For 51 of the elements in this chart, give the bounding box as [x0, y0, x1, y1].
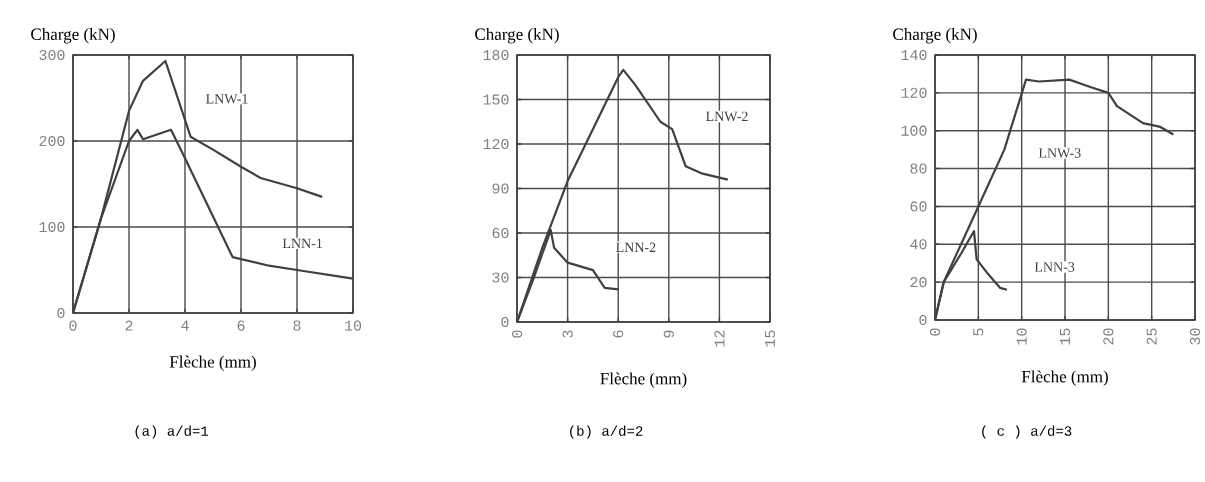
x-axis-title: Flèche (mm) [600, 372, 687, 388]
x-tick-label: 8 [293, 320, 301, 331]
y-tick-label: 60 [492, 227, 509, 239]
y-tick-label: 30 [492, 272, 509, 283]
x-tick-label: 4 [181, 320, 189, 331]
y-axis-title: Charge (kN) [893, 28, 977, 44]
text: LNN-3 [1034, 262, 1075, 272]
y-tick-label: 20 [910, 277, 927, 288]
x-tick-label: 15 [764, 330, 776, 347]
y-tick-label: 60 [910, 201, 927, 212]
y-tick-label: 180 [483, 49, 509, 61]
text: ( c ) a/d=3 [982, 425, 1072, 439]
y-tick-label: 200 [39, 135, 65, 147]
x-axis-title: Flèche (mm) [169, 355, 256, 372]
x-tick-label: 3 [562, 330, 573, 338]
x-axis-title: Flèche (mm) [1021, 370, 1108, 386]
y-tick-label: 150 [483, 94, 509, 105]
x-tick-label: 10 [345, 320, 362, 331]
x-tick-label: 0 [929, 328, 941, 336]
y-tick-label: 80 [910, 163, 927, 174]
y-tick-label: 40 [910, 239, 927, 250]
text: LNN-2 [616, 242, 656, 252]
text: LNW-2 [706, 111, 748, 122]
x-tick-label: 5 [973, 328, 984, 336]
y-tick-label: 100 [39, 221, 65, 233]
y-tick-label: 120 [901, 87, 927, 98]
x-tick-label: 30 [1189, 328, 1201, 345]
x-tick-label: 2 [125, 320, 133, 331]
x-tick-label: 6 [613, 330, 624, 338]
y-axis-title: Charge (kN) [31, 28, 115, 44]
y-tick-label: 140 [901, 49, 927, 61]
x-tick-label: 0 [511, 330, 523, 338]
y-tick-label: 120 [483, 138, 509, 150]
x-tick-label: 20 [1103, 328, 1114, 345]
x-tick-label: 12 [714, 330, 725, 347]
y-tick-label: 90 [492, 183, 509, 194]
text: LNW-3 [1038, 148, 1081, 158]
x-tick-label: 15 [1060, 328, 1071, 345]
x-tick-label: 9 [663, 330, 674, 338]
x-tick-label: 6 [237, 320, 245, 331]
series-label: LNN-1 [282, 238, 322, 248]
text: (b) a/d=2 [570, 425, 643, 439]
series-label: LNW-1 [206, 94, 248, 104]
x-tick-label: 10 [1016, 328, 1027, 345]
x-tick-label: 25 [1146, 328, 1157, 345]
text: (a) a/d=1 [135, 425, 209, 439]
y-tick-label: 100 [901, 125, 927, 136]
y-axis-title: Charge (kN) [475, 28, 559, 44]
x-tick-label: 0 [69, 320, 77, 331]
y-tick-label: 0 [57, 307, 65, 319]
y-tick-label: 300 [39, 49, 65, 61]
